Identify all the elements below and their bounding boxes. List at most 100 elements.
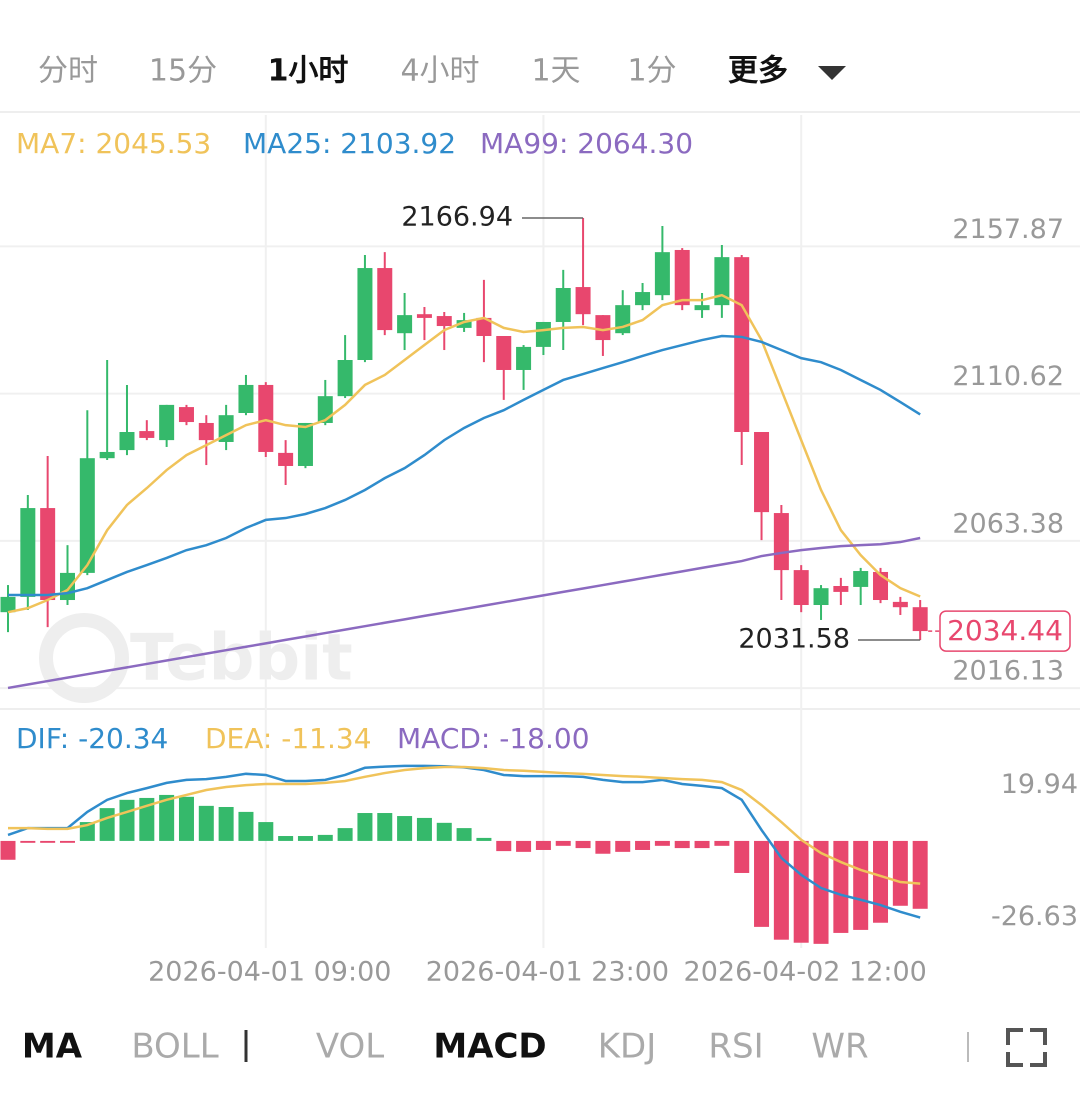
candle-body <box>99 451 115 459</box>
candle-body <box>139 431 155 438</box>
time-tab[interactable]: 分时 <box>38 54 98 89</box>
candle-body <box>555 287 571 322</box>
macd-bar <box>793 840 809 943</box>
candle-body <box>595 315 611 341</box>
macd-bar <box>278 836 294 841</box>
macd-bar <box>575 840 591 849</box>
macd-bar <box>476 837 492 841</box>
candle-body <box>258 384 274 452</box>
macd-bar <box>40 840 56 843</box>
indicator-tab[interactable]: MACD <box>433 1027 546 1067</box>
y-tick-label: 2110.62 <box>952 361 1064 392</box>
candle-body <box>892 601 908 608</box>
candle-body <box>654 252 670 296</box>
macd-bar <box>873 840 889 923</box>
indicator-tab[interactable]: KDJ <box>598 1027 657 1067</box>
time-tab[interactable]: 1小时 <box>268 54 349 89</box>
legend-entry: MACD: -18.00 <box>397 722 590 755</box>
macd-bar <box>436 822 452 841</box>
indicator-tab[interactable]: BOLL <box>131 1027 218 1067</box>
candle-body <box>813 588 829 606</box>
candle-body <box>476 317 492 337</box>
legend-entry: MA99: 2064.30 <box>480 127 693 160</box>
macd-bar <box>20 840 36 843</box>
candle-body <box>734 257 750 433</box>
macd-bar <box>535 840 551 850</box>
indicator-line <box>8 765 921 885</box>
candle-body <box>575 287 591 315</box>
macd-bar <box>516 840 532 852</box>
macd-bar <box>635 840 651 850</box>
y-tick-label: 19.94 <box>1001 769 1078 800</box>
fullscreen-icon[interactable] <box>1006 1028 1047 1067</box>
candle-body <box>714 257 730 306</box>
macd-bar <box>377 813 393 841</box>
macd-bar <box>159 794 175 841</box>
macd-bar <box>674 840 690 849</box>
candle-body <box>238 384 254 413</box>
candle-body <box>496 336 512 370</box>
macd-bar <box>337 828 353 841</box>
macd-bar <box>99 808 115 841</box>
ma-line <box>7 293 921 614</box>
watermark: Tebbit <box>130 622 353 696</box>
candle-body <box>635 292 651 306</box>
candle-body <box>59 572 75 601</box>
macd-bar <box>773 840 789 940</box>
time-tab[interactable]: 15分 <box>149 54 217 89</box>
macd-bar <box>258 822 274 841</box>
candle-body <box>416 314 432 318</box>
candle-body <box>535 321 551 347</box>
indicator-tab[interactable]: RSI <box>708 1027 763 1067</box>
indicator-tab[interactable]: MA <box>22 1027 83 1067</box>
time-tab[interactable]: 更多 <box>728 54 788 89</box>
candle-body <box>218 415 234 442</box>
candle-body <box>159 404 175 441</box>
macd-bar <box>198 805 214 841</box>
macd-bar <box>595 840 611 854</box>
ma-line <box>8 334 921 597</box>
candle-body <box>516 346 532 370</box>
macd-bar <box>496 840 512 852</box>
candle-body <box>337 360 353 397</box>
y-tick-label: -26.63 <box>991 901 1078 932</box>
candle-body <box>377 268 393 331</box>
time-tab[interactable]: 1分 <box>627 54 676 89</box>
macd-bar <box>357 813 373 841</box>
candle-body <box>694 305 710 311</box>
candle-body <box>278 452 294 466</box>
macd-bar <box>416 817 432 841</box>
candle-body <box>79 458 95 573</box>
macd-bar <box>813 840 829 944</box>
y-tick-label: 2157.87 <box>952 214 1064 245</box>
watermark-logo <box>39 613 129 703</box>
macd-bar <box>119 799 135 841</box>
indicator-tab[interactable]: WR <box>811 1027 868 1067</box>
macd-bar <box>734 840 750 873</box>
macd-bar <box>59 840 75 843</box>
y-tick-label: 2063.38 <box>952 508 1064 539</box>
candle-body <box>198 422 214 441</box>
macd-bar <box>397 816 413 841</box>
dropdown-arrow[interactable] <box>818 66 846 80</box>
macd-bar <box>456 828 472 841</box>
macd-bar <box>238 811 254 841</box>
macd-bar <box>0 840 16 860</box>
macd-bar <box>654 840 670 846</box>
macd-bar <box>139 797 155 841</box>
x-tick-label: 2026-04-01 23:00 <box>426 957 669 988</box>
time-tab[interactable]: 4小时 <box>400 54 479 89</box>
macd-bar <box>833 840 849 933</box>
candle-body <box>773 513 789 571</box>
candle-body <box>178 407 194 423</box>
time-tab[interactable]: 1天 <box>531 54 580 89</box>
indicator-tab[interactable]: VOL <box>316 1027 384 1067</box>
macd-bar <box>912 840 928 909</box>
ma-line <box>7 536 921 690</box>
low-annotation: 2031.58 <box>738 623 850 654</box>
legend-entry: DEA: -11.34 <box>205 722 372 755</box>
candle-body <box>853 571 869 587</box>
candle-body <box>833 585 849 592</box>
candle-body <box>297 422 313 466</box>
y-tick-label: 2016.13 <box>952 656 1064 687</box>
